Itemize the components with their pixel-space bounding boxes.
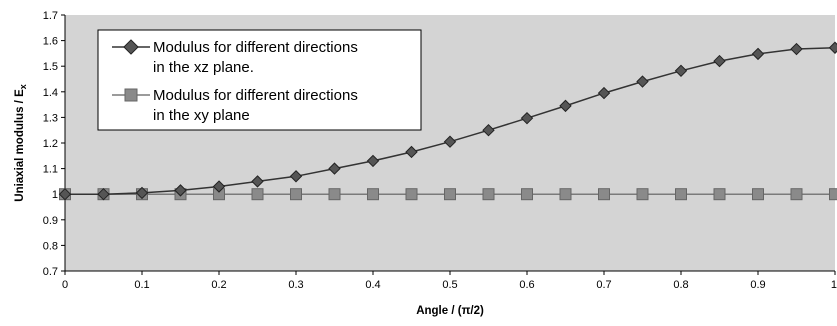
x-tick-label: 0.7: [596, 279, 611, 291]
legend-xy-label-line1: Modulus for different directions: [153, 87, 358, 104]
data-point-xy: [598, 188, 610, 201]
data-point-xy: [636, 188, 649, 201]
data-point-xz: [174, 184, 187, 197]
data-point-xy: [482, 188, 495, 201]
x-axis-title: Angle / (π/2): [416, 305, 484, 317]
data-point-xy: [328, 188, 341, 201]
data-point-xz: [212, 180, 226, 193]
data-point-xz: [405, 145, 418, 159]
x-tick-label: 0.9: [750, 279, 765, 291]
y-tick-label: 1.7: [43, 10, 58, 22]
data-point-xz: [482, 123, 495, 137]
y-axis-title-main: Uniaxial modulus / E: [14, 89, 26, 202]
legend-xz-label-line2: in the xz plane.: [153, 59, 254, 76]
data-point-xz: [58, 187, 72, 201]
y-tick-label: 1.6: [43, 36, 58, 48]
data-point-xz: [443, 135, 457, 148]
data-point-xy: [444, 188, 456, 201]
data-point-xz: [597, 86, 611, 100]
legend: Modulus for different directions in the …: [97, 29, 422, 131]
data-point-xz: [713, 54, 726, 68]
y-tick-label: 1.2: [43, 138, 58, 150]
data-point-xz: [328, 162, 341, 175]
legend-xy-marker: [124, 88, 138, 102]
data-point-xz: [366, 154, 380, 168]
data-point-xz: [135, 186, 149, 200]
legend-xz-marker: [123, 39, 139, 55]
y-tick-label: 0.8: [43, 240, 58, 252]
data-point-xy: [713, 188, 726, 201]
x-tick-label: 1: [831, 279, 837, 291]
data-point-xz: [289, 170, 303, 183]
data-point-xy: [367, 188, 379, 201]
data-point-xy: [405, 188, 418, 201]
y-tick-label: 1.1: [43, 164, 58, 176]
y-tick-label: 0.7: [43, 266, 58, 278]
x-tick-label: 0.6: [519, 279, 534, 291]
y-tick-label: 1.4: [43, 87, 58, 99]
series-layer: [58, 41, 837, 201]
data-point-xz: [559, 99, 572, 113]
y-tick-label: 1: [52, 189, 58, 201]
x-tick-label: 0.5: [442, 279, 457, 291]
x-tick-label: 0.4: [365, 279, 380, 291]
y-axis: 0.7 0.8 0.9 1 1.1 1.2 1.3 1.4 1.5 1.6 1.7: [43, 10, 66, 278]
data-point-xy: [675, 188, 687, 201]
data-point-xz: [790, 42, 803, 56]
y-tick-label: 1.3: [43, 112, 58, 124]
x-tick-label: 0.8: [673, 279, 688, 291]
legend-box: [97, 29, 422, 131]
data-point-xy: [752, 188, 764, 201]
data-point-xy: [559, 188, 572, 201]
data-point-xz: [251, 175, 264, 188]
y-axis-title: Uniaxial modulus / Ex: [14, 84, 28, 201]
data-point-xz: [674, 64, 688, 78]
legend-xz-label-line1: Modulus for different directions: [153, 39, 358, 56]
data-point-xz: [636, 75, 649, 88]
x-tick-label: 0.1: [134, 279, 149, 291]
legend-xy-label-line2: in the xy plane: [153, 107, 250, 124]
data-point-xy: [251, 188, 264, 201]
data-point-xz: [97, 187, 110, 201]
x-tick-label: 0.3: [288, 279, 303, 291]
data-point-xy: [290, 188, 302, 201]
y-tick-label: 1.5: [43, 61, 58, 73]
x-axis: 0 0.1 0.2 0.3 0.4 0.5 0.6 0.7 0.8 0.9 1: [62, 270, 837, 291]
x-tick-label: 0: [62, 279, 68, 291]
data-point-xz: [751, 47, 765, 61]
y-tick-label: 0.9: [43, 215, 58, 227]
y-axis-title-subscript: x: [18, 84, 28, 89]
x-tick-label: 0.2: [211, 279, 226, 291]
data-point-xz: [828, 41, 837, 54]
data-point-xy: [521, 188, 533, 201]
data-point-xy: [829, 188, 837, 201]
data-point-xz: [520, 111, 534, 125]
data-point-xy: [790, 188, 803, 201]
